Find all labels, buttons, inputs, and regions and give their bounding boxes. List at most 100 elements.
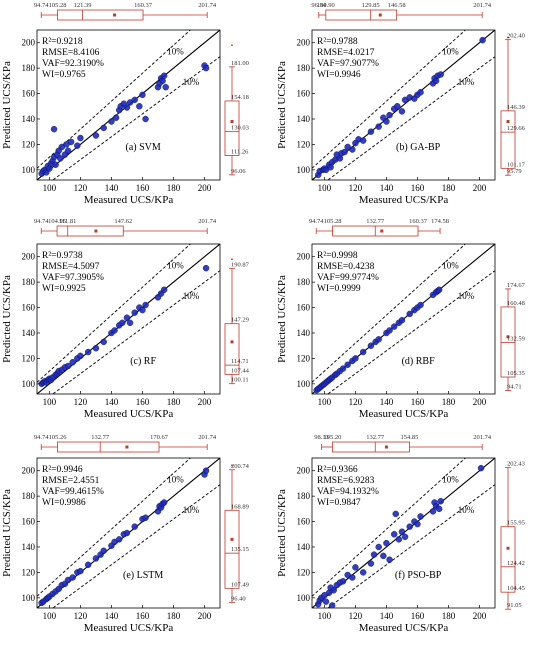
x-tick-label: 140 (105, 183, 119, 193)
metric-text: R²=0.9218 (42, 37, 83, 47)
box-value-label: 101.17 (507, 161, 526, 168)
box-mean (125, 445, 129, 449)
right-boxplot: 91.05 104.45 124.42 155.95 202.43 (500, 461, 525, 610)
box-value-label: 96.40 (231, 595, 246, 602)
box-value-label: 168.89 (231, 503, 249, 510)
y-tick-label: 200 (297, 252, 311, 262)
x-tick-label: 100 (318, 397, 332, 407)
box-mean (230, 537, 234, 541)
panel-5: 10% 10% 100 120 140 160 180 200 100 120 140 160 180 2… (1, 434, 250, 634)
data-point (322, 598, 330, 605)
box-iqr (500, 306, 516, 378)
data-point (123, 529, 131, 537)
y-tick-label: 140 (22, 328, 36, 338)
data-point (136, 103, 143, 110)
box-value-label: 121.39 (74, 2, 92, 9)
box-value-label: 124.42 (507, 560, 525, 567)
data-point (67, 138, 75, 146)
reference-lines (312, 458, 495, 608)
data-point (202, 467, 210, 474)
x-tick-label: 120 (74, 611, 88, 621)
y-axis-label: Predicted UCS/KPa (1, 61, 13, 149)
x-tick-label: 100 (43, 183, 57, 193)
box-value-label: 91.05 (507, 602, 522, 609)
box-value-label: 202.40 (507, 33, 525, 40)
box-value-label: 160.37 (409, 218, 428, 225)
right-boxplot: 96.06 111.26 130.03 154.18 181.00 (224, 44, 249, 176)
x-axis-label: Measured UCS/KPa (359, 622, 449, 634)
box-value-label: 201.74 (198, 2, 217, 9)
data-point (126, 319, 134, 327)
metric-text: VAF=97.9077% (317, 59, 379, 69)
box-mean (506, 335, 510, 339)
metric-text: VAF=99.9774% (317, 273, 379, 283)
data-point (417, 301, 424, 309)
box-value-label: 111.26 (231, 149, 249, 156)
y-tick-label: 120 (22, 139, 36, 149)
metric-text: WI=0.9986 (42, 498, 86, 508)
data-point (115, 536, 123, 543)
y-tick-label: 100 (22, 379, 36, 389)
data-point (398, 528, 406, 535)
lower-10pct-line (52, 56, 220, 180)
data-point (349, 574, 356, 581)
y-tick-label: 120 (22, 353, 36, 363)
data-point (123, 314, 131, 321)
metric-text: WI=0.9765 (42, 70, 86, 80)
box-value-label: 100.90 (317, 2, 335, 9)
data-point (108, 118, 115, 125)
box-value-label: 181.00 (231, 60, 249, 67)
box-value-label: 107.49 (231, 581, 249, 588)
data-point (398, 108, 406, 115)
x-tick-label: 140 (380, 183, 394, 193)
y-tick-label: 140 (22, 114, 36, 124)
y-tick-label: 100 (22, 165, 36, 175)
x-tick-label: 180 (167, 397, 181, 407)
y-tick-label: 200 (22, 252, 36, 262)
y-tick-label: 160 (22, 517, 36, 527)
y-axis-label: Predicted UCS/KPa (1, 275, 13, 363)
upper-band-label: 10% (442, 260, 459, 270)
metric-text: RMSE=8.4106 (42, 48, 100, 58)
lower-10pct-line (327, 484, 495, 608)
data-point (352, 564, 359, 571)
y-tick-label: 200 (297, 466, 311, 476)
x-tick-label: 160 (411, 183, 425, 193)
data-point (142, 514, 149, 521)
metric-text: R²=0.9366 (317, 465, 358, 475)
panel-label: (c) RF (130, 356, 156, 367)
data-point (398, 317, 406, 324)
data-point (142, 301, 149, 309)
box-iqr (224, 509, 240, 589)
y-tick-label: 180 (22, 491, 36, 501)
metric-text: RMSE=4.0217 (317, 48, 375, 58)
panel-label: (d) RBF (402, 356, 436, 367)
y-tick-label: 140 (297, 114, 311, 124)
box-mean (380, 229, 384, 233)
box-iqr (500, 526, 516, 593)
data-point (435, 286, 443, 294)
box-value-label: 132.59 (507, 335, 525, 342)
data-point (52, 161, 59, 168)
data-point (394, 103, 401, 110)
y-axis-label: Predicted UCS/KPa (276, 489, 288, 577)
data-point (437, 71, 444, 78)
x-tick-label: 160 (411, 397, 425, 407)
box-value-label: 132.77 (366, 434, 385, 441)
data-point (349, 146, 356, 153)
box-value-label: 105.26 (49, 434, 68, 441)
data-point (69, 358, 76, 366)
box-value-label: 200.74 (231, 463, 250, 470)
y-tick-label: 100 (297, 165, 311, 175)
y-tick-label: 200 (22, 38, 36, 48)
x-tick-label: 180 (167, 183, 181, 193)
metric-text: RMSE=0.4238 (317, 262, 375, 272)
box-value-label: 107.44 (231, 367, 250, 374)
upper-10pct-line (37, 244, 192, 383)
box-value-label: 94.71 (507, 384, 522, 391)
data-point (390, 531, 398, 538)
box-value-label: 94.74 (309, 218, 324, 225)
lower-band-label: 10% (183, 77, 200, 87)
